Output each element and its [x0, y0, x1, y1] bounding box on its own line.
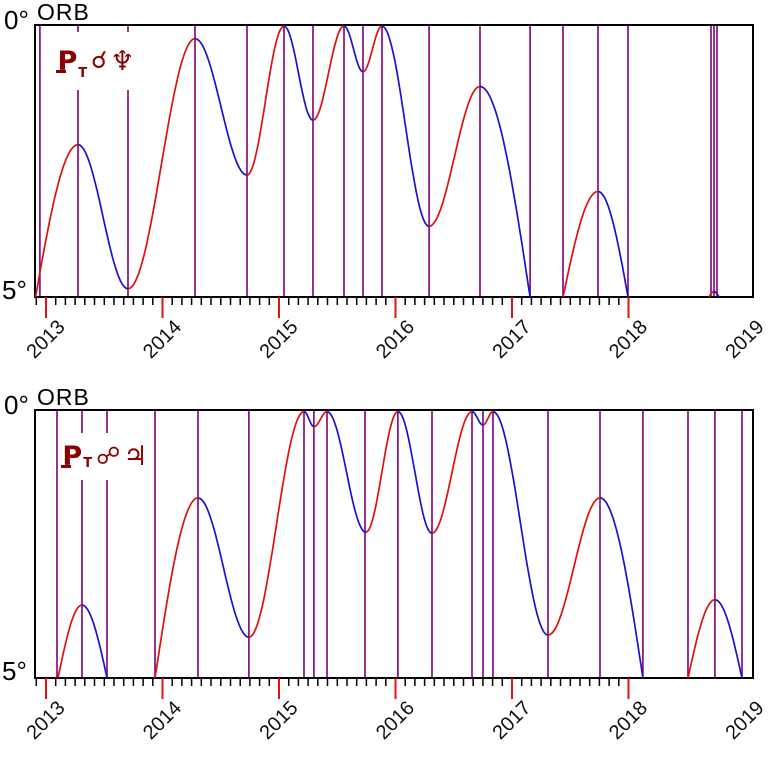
orb-curve-applying-segment — [562, 190, 599, 298]
year-label: 2014 — [139, 316, 186, 363]
orb-axis-zero-label-top-chart: 0° — [4, 5, 29, 35]
year-labels: 2013 2014 2015 2016 2017 2018 2019 — [23, 697, 769, 744]
aspect-label-pluto-conjunct-neptune: P T ☌ ♆ — [52, 32, 140, 90]
orb-curve-applying-segment — [428, 85, 481, 228]
conjunction-glyph-icon: ☌ — [91, 46, 108, 74]
orb-curve-applying-segment — [547, 497, 601, 636]
orb-axis-title-top-chart: ORB — [37, 0, 90, 25]
year-label: 2019 — [722, 316, 769, 363]
orb-curve-applying-segment — [708, 290, 714, 298]
aspect-label-pluto-opposition-jupiter: P T ☍ ♃ — [58, 433, 152, 480]
orb-curve-applying-segment — [154, 497, 199, 679]
orb-curve-applying-segment — [248, 410, 305, 639]
orb-curve-applying-segment — [34, 143, 79, 298]
orb-curve-separating-segment — [283, 25, 314, 122]
year-label: 2013 — [23, 316, 70, 363]
orb-curve-applying-segment — [431, 410, 473, 535]
plot-border — [34, 24, 754, 298]
pluto-glyph-icon: P — [56, 45, 78, 77]
year-label: 2015 — [256, 316, 303, 363]
orb-curve-applying-segment — [57, 604, 83, 679]
orb-curve-applying-segment — [246, 25, 285, 176]
orb-curve — [34, 25, 720, 298]
year-labels: 2013 2014 2015 2016 2017 2018 2019 — [23, 316, 769, 363]
orb-axis-five-label-top-chart: 5° — [2, 275, 27, 305]
orb-curve-separating-segment — [492, 410, 549, 636]
time-axis-ticks — [35, 678, 630, 699]
plot-border — [34, 409, 754, 679]
orb-curve-applying-segment — [483, 410, 494, 426]
orb-curve-applying-segment — [127, 37, 196, 290]
orb-curve-separating-segment — [81, 604, 108, 679]
year-label: 2018 — [605, 697, 652, 744]
orb-curve-applying-segment — [313, 410, 328, 428]
orb-curve-applying-segment — [365, 410, 399, 534]
orb-curve-applying-segment — [362, 25, 383, 73]
orb-axis-five-label-bottom-chart: 5° — [2, 656, 27, 686]
year-label: 2016 — [372, 697, 419, 744]
orb-curve-separating-segment — [714, 290, 720, 298]
year-label: 2015 — [256, 697, 303, 744]
orb-curve-separating-segment — [597, 190, 629, 298]
year-label: 2019 — [722, 697, 769, 744]
orb-curve-applying-segment — [312, 25, 345, 122]
orb-curve-separating-segment — [326, 410, 367, 534]
orb-curve-applying-segment — [687, 598, 716, 679]
orb-curve-separating-segment — [303, 410, 314, 428]
year-label: 2017 — [489, 697, 536, 744]
jupiter-glyph-icon: ♃ — [123, 441, 148, 472]
time-axis-ticks — [35, 297, 630, 318]
orb-curve-separating-segment — [471, 410, 483, 426]
orb-curve — [57, 410, 743, 679]
orb-curve-separating-segment — [194, 37, 248, 176]
transit-subscript: T — [83, 456, 93, 471]
event-date-lines — [39, 25, 718, 297]
year-label: 2013 — [23, 697, 70, 744]
orb-curve-separating-segment — [397, 410, 433, 535]
transit-subscript: T — [78, 66, 88, 81]
orb-curve-separating-segment — [381, 25, 430, 228]
orb-curve-separating-segment — [343, 25, 364, 73]
orb-curve-separating-segment — [77, 143, 129, 290]
neptune-glyph-icon: ♆ — [110, 45, 135, 77]
year-label: 2016 — [372, 316, 419, 363]
year-label: 2014 — [139, 697, 186, 744]
opposition-glyph-icon: ☍ — [96, 441, 121, 470]
event-date-lines — [56, 410, 743, 678]
orb-curve-separating-segment — [714, 598, 743, 679]
orb-axis-zero-label-bottom-chart: 0° — [4, 390, 29, 420]
year-label: 2017 — [489, 316, 536, 363]
pluto-glyph-icon: P — [61, 441, 83, 472]
orb-curve-separating-segment — [479, 85, 531, 298]
year-label: 2018 — [605, 316, 652, 363]
orb-axis-title-bottom-chart: ORB — [37, 384, 90, 410]
orb-curve-separating-segment — [599, 497, 644, 679]
orb-curve-separating-segment — [197, 497, 250, 639]
